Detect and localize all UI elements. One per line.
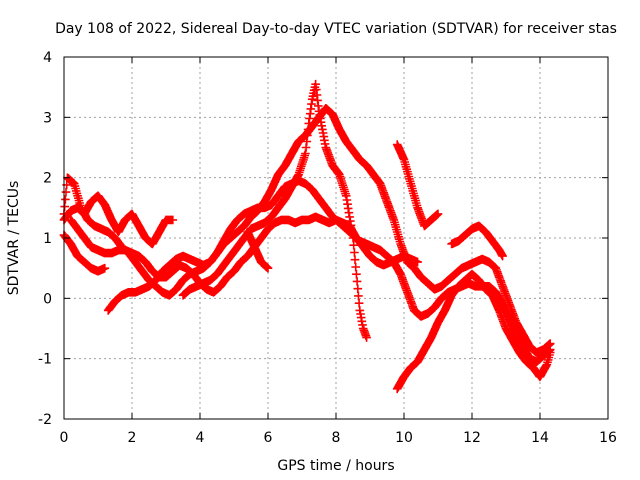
series-4 (66, 212, 422, 297)
series-7 (243, 227, 273, 273)
x-tick-label: 8 (332, 430, 341, 446)
y-tick-label: -2 (38, 412, 52, 428)
x-tick-label: 16 (599, 430, 617, 446)
series-marks (66, 212, 422, 297)
chart-title: Day 108 of 2022, Sidereal Day-to-day VTE… (55, 21, 617, 37)
series-marks (392, 140, 443, 231)
y-tick-label: 1 (43, 231, 52, 247)
x-tick-label: 2 (128, 430, 137, 446)
series-8 (392, 140, 443, 231)
x-tick-label: 0 (60, 430, 69, 446)
series-marks (243, 227, 273, 273)
x-axis-label: GPS time / hours (277, 458, 394, 474)
y-tick-label: 4 (43, 50, 52, 66)
x-tick-label: 12 (463, 430, 481, 446)
y-axis-label: SDTVAR / TECUs (6, 181, 22, 296)
series-10 (447, 221, 507, 261)
x-tick-label: 10 (395, 430, 413, 446)
data-series (59, 79, 555, 394)
y-tick-label: -1 (38, 352, 52, 368)
x-tick-label: 14 (531, 430, 549, 446)
series-marks (392, 269, 555, 394)
series-9 (392, 269, 555, 394)
x-tick-label: 6 (264, 430, 273, 446)
y-tick-label: 0 (43, 291, 52, 307)
y-tick-label: 3 (43, 110, 52, 126)
y-tick-label: 2 (43, 171, 52, 187)
series-marks (447, 221, 507, 261)
x-tick-label: 4 (196, 430, 205, 446)
series-6 (178, 79, 371, 342)
series-marks (178, 79, 371, 342)
